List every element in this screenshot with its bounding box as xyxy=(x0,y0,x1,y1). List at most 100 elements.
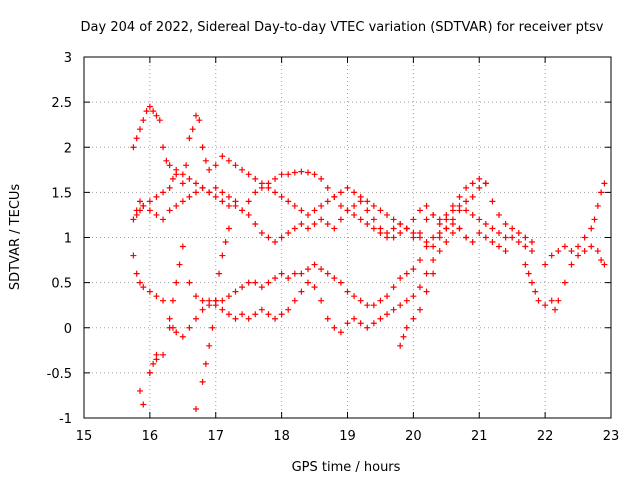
data-point xyxy=(166,162,173,169)
data-point xyxy=(423,243,430,250)
data-point xyxy=(561,279,568,286)
data-point xyxy=(502,234,509,241)
data-point xyxy=(166,184,173,191)
data-point xyxy=(212,184,219,191)
y-tick-label: 0.5 xyxy=(51,277,72,292)
data-point xyxy=(588,225,595,232)
data-point xyxy=(351,315,358,322)
data-point xyxy=(337,202,344,209)
data-point xyxy=(542,261,549,268)
data-point xyxy=(166,315,173,322)
data-point xyxy=(140,117,147,124)
data-point xyxy=(532,288,539,295)
data-point xyxy=(199,144,206,151)
data-point xyxy=(186,175,193,182)
data-point xyxy=(324,220,331,227)
data-point xyxy=(140,401,147,408)
data-point xyxy=(202,360,209,367)
data-point xyxy=(225,311,232,318)
data-point xyxy=(219,252,226,259)
data-point xyxy=(298,220,305,227)
data-point xyxy=(436,229,443,236)
data-point xyxy=(423,202,430,209)
data-point xyxy=(166,207,173,214)
data-point xyxy=(331,193,338,200)
data-point xyxy=(192,405,199,412)
series-track-8 xyxy=(397,270,437,349)
y-tick-label: 3 xyxy=(64,51,72,66)
data-point xyxy=(331,225,338,232)
data-point xyxy=(245,198,252,205)
data-point xyxy=(192,315,199,322)
data-point xyxy=(265,234,272,241)
data-point xyxy=(222,239,229,246)
data-point xyxy=(390,234,397,241)
data-point xyxy=(331,275,338,282)
data-point xyxy=(285,229,292,236)
data-point xyxy=(390,216,397,223)
data-point xyxy=(179,171,186,178)
data-point xyxy=(252,220,259,227)
data-point xyxy=(416,234,423,241)
data-point xyxy=(311,284,318,291)
data-point xyxy=(153,351,160,358)
data-point xyxy=(496,229,503,236)
data-point xyxy=(423,216,430,223)
data-point xyxy=(186,193,193,200)
data-point xyxy=(463,184,470,191)
data-point xyxy=(278,171,285,178)
data-point xyxy=(469,211,476,218)
data-point xyxy=(555,297,562,304)
data-point xyxy=(528,279,535,286)
data-point xyxy=(285,306,292,313)
data-point xyxy=(153,193,160,200)
data-point xyxy=(173,202,180,209)
data-point xyxy=(232,288,239,295)
data-point xyxy=(163,157,170,164)
data-point xyxy=(502,248,509,255)
data-point xyxy=(430,234,437,241)
data-point xyxy=(192,112,199,119)
data-point xyxy=(136,207,143,214)
data-point xyxy=(265,311,272,318)
data-point xyxy=(423,270,430,277)
data-point xyxy=(397,220,404,227)
data-point xyxy=(153,112,160,119)
x-axis-label: GPS time / hours xyxy=(292,460,401,475)
data-point xyxy=(179,243,186,250)
data-point xyxy=(443,239,450,246)
data-point xyxy=(150,108,157,115)
data-point xyxy=(482,220,489,227)
data-point xyxy=(212,162,219,169)
data-point xyxy=(278,270,285,277)
data-point xyxy=(552,306,559,313)
data-point xyxy=(278,193,285,200)
data-point xyxy=(199,184,206,191)
data-point xyxy=(258,229,265,236)
data-point xyxy=(212,193,219,200)
data-point xyxy=(489,239,496,246)
data-point xyxy=(351,211,358,218)
data-point xyxy=(449,202,456,209)
x-tick-label: 22 xyxy=(537,429,554,444)
data-point xyxy=(232,162,239,169)
data-point xyxy=(548,252,555,259)
data-point xyxy=(515,239,522,246)
data-point xyxy=(239,311,246,318)
data-point xyxy=(357,193,364,200)
data-point xyxy=(278,311,285,318)
data-point xyxy=(199,297,206,304)
data-point xyxy=(258,306,265,313)
data-point xyxy=(397,302,404,309)
data-point xyxy=(416,207,423,214)
data-point xyxy=(265,279,272,286)
data-point xyxy=(186,279,193,286)
data-point xyxy=(351,293,358,300)
data-point xyxy=(298,288,305,295)
data-point xyxy=(410,229,417,236)
data-point xyxy=(436,248,443,255)
data-point xyxy=(272,315,279,322)
data-point xyxy=(463,207,470,214)
data-point xyxy=(469,239,476,246)
data-point xyxy=(331,324,338,331)
